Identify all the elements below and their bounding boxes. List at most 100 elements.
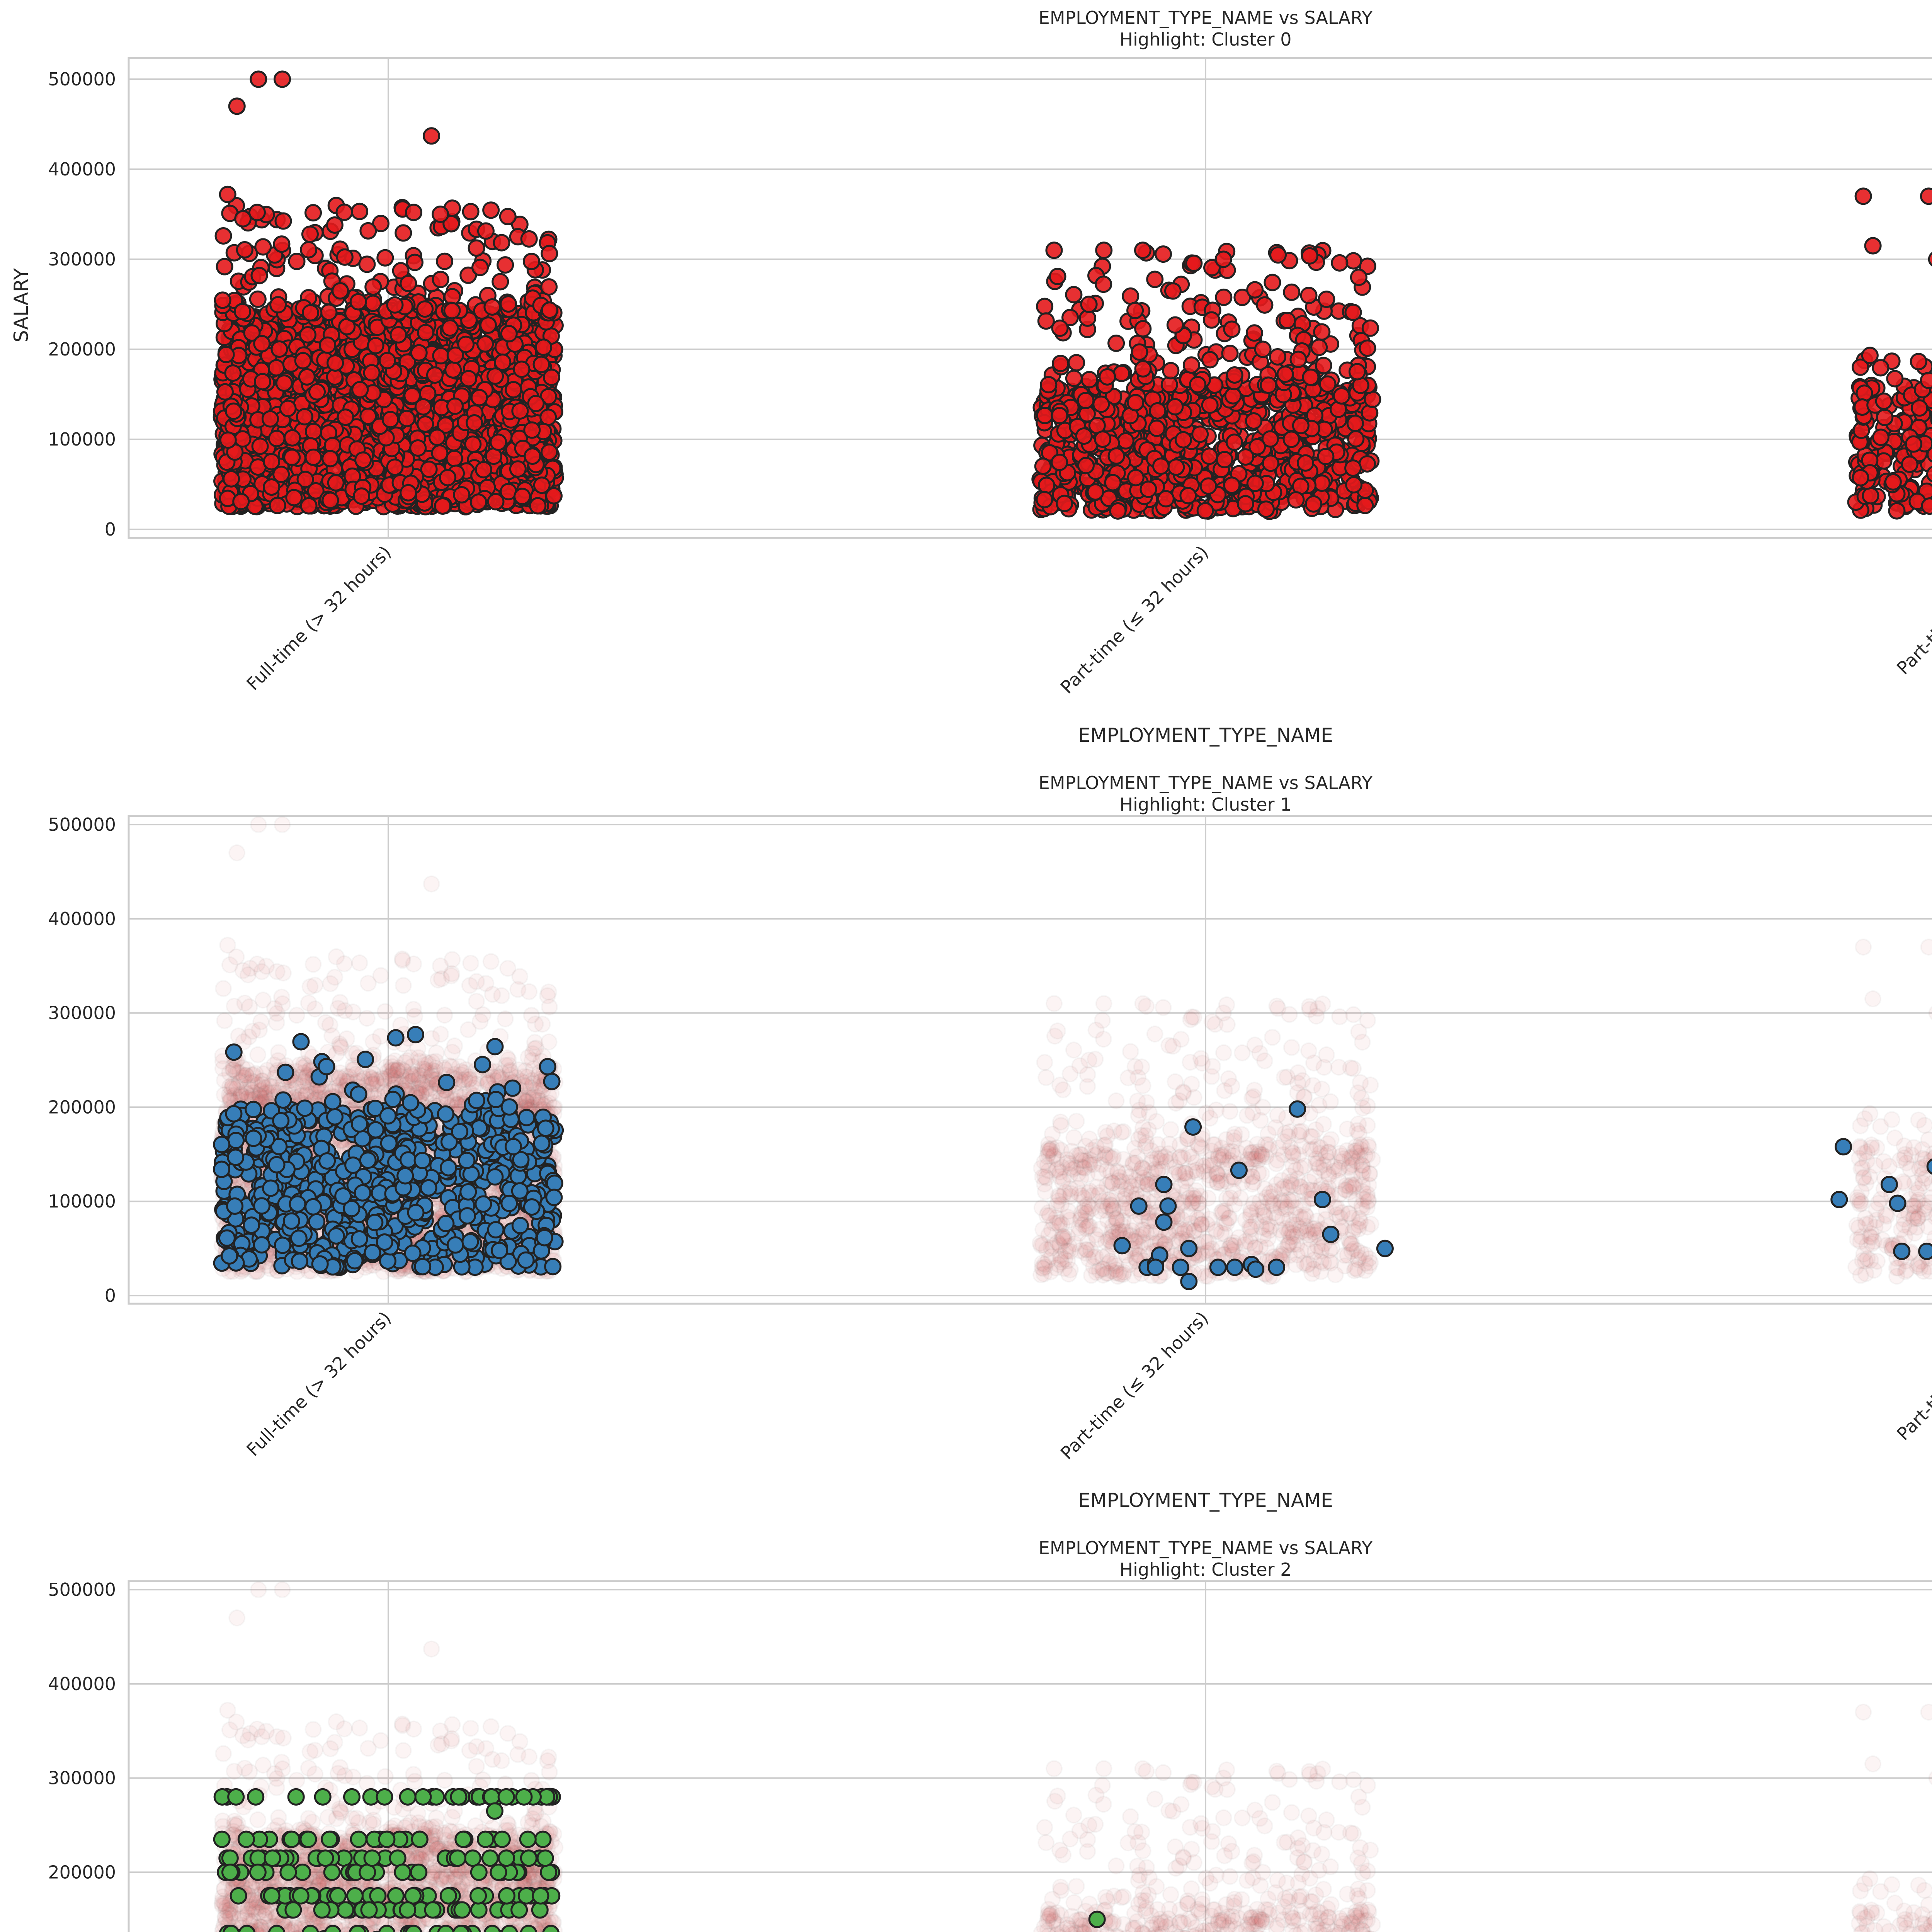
data-point xyxy=(1319,292,1334,307)
data-point xyxy=(220,432,236,448)
data-point xyxy=(327,217,342,233)
data-point xyxy=(303,305,318,321)
points xyxy=(214,817,1932,1289)
x-tick-label: Part-time (≤ 32 hours) xyxy=(1056,542,1213,698)
data-point xyxy=(364,365,379,381)
data-point xyxy=(417,301,433,317)
data-point xyxy=(1123,288,1138,304)
y-tick-label: 300000 xyxy=(48,1003,116,1024)
data-point xyxy=(1190,377,1206,393)
y-tick-label: 500000 xyxy=(48,69,116,90)
data-point xyxy=(498,257,513,273)
data-point xyxy=(530,498,546,514)
data-point xyxy=(235,304,250,319)
data-point xyxy=(1094,396,1109,412)
data-point xyxy=(321,304,337,320)
data-point xyxy=(524,254,539,269)
x-tick-label: Full-time (> 32 hours) xyxy=(242,542,395,695)
data-point xyxy=(501,296,516,312)
data-point xyxy=(352,204,367,219)
data-point xyxy=(514,489,530,504)
data-point xyxy=(510,461,526,477)
y-axis-label: SALARY xyxy=(10,268,32,342)
data-point xyxy=(1147,272,1163,287)
data-point xyxy=(274,236,289,252)
data-point xyxy=(541,410,556,425)
data-point xyxy=(478,223,493,239)
data-point xyxy=(1227,435,1242,450)
data-point xyxy=(223,471,239,486)
data-point xyxy=(1050,269,1065,284)
data-point xyxy=(1265,275,1280,290)
data-point xyxy=(1255,342,1270,357)
data-point xyxy=(1100,369,1115,384)
subplot-cluster-1: 0100000200000300000400000500000Full-time… xyxy=(48,772,1932,1512)
data-point xyxy=(251,71,266,87)
data-point xyxy=(1037,408,1053,423)
data-point xyxy=(1057,496,1072,511)
data-point xyxy=(494,235,509,250)
data-point xyxy=(435,498,451,514)
data-point xyxy=(1037,299,1053,314)
data-point xyxy=(1078,458,1094,473)
data-point xyxy=(1046,243,1062,258)
data-point xyxy=(1855,189,1871,204)
data-point xyxy=(1261,378,1276,393)
y-tick-label: 0 xyxy=(105,519,116,540)
data-point xyxy=(1885,474,1901,490)
data-point xyxy=(454,487,469,503)
data-point xyxy=(1921,189,1932,204)
data-point xyxy=(514,362,529,377)
data-point xyxy=(1039,478,1054,493)
data-point xyxy=(1306,496,1321,512)
data-point xyxy=(1284,284,1299,300)
data-point xyxy=(1929,252,1932,267)
data-point xyxy=(366,279,381,295)
data-point xyxy=(1167,399,1183,415)
data-point xyxy=(506,382,521,398)
data-point xyxy=(469,240,484,256)
data-point xyxy=(1202,449,1217,464)
data-point xyxy=(1284,432,1299,447)
data-point xyxy=(1109,335,1124,351)
data-point xyxy=(442,320,458,336)
data-point xyxy=(1168,459,1184,475)
data-point xyxy=(444,303,460,318)
data-point xyxy=(1351,270,1366,285)
data-point xyxy=(536,340,551,355)
y-tick-label: 500000 xyxy=(48,814,116,835)
data-point xyxy=(1149,420,1165,436)
data-point xyxy=(1128,470,1143,485)
data-point xyxy=(1128,303,1143,318)
data-point xyxy=(284,430,300,446)
data-point xyxy=(252,268,267,283)
data-point xyxy=(387,459,403,475)
data-point xyxy=(1348,431,1364,447)
data-point xyxy=(1862,348,1878,363)
data-point xyxy=(320,337,335,353)
data-point xyxy=(217,384,233,400)
data-point xyxy=(379,353,395,368)
data-point xyxy=(328,475,344,490)
data-point xyxy=(1347,416,1363,431)
data-point xyxy=(542,246,557,261)
data-point xyxy=(1175,432,1191,447)
data-point xyxy=(1853,470,1868,485)
data-point xyxy=(471,494,486,510)
data-point xyxy=(480,317,496,333)
data-point xyxy=(354,488,369,504)
data-point xyxy=(1293,418,1308,433)
data-point xyxy=(220,187,235,202)
data-point xyxy=(1109,448,1124,464)
data-point xyxy=(1912,400,1927,416)
data-point xyxy=(1222,345,1238,361)
data-point xyxy=(306,205,321,221)
data-point xyxy=(541,444,557,460)
data-point xyxy=(1216,252,1231,267)
data-point xyxy=(1066,287,1082,303)
data-point xyxy=(270,297,286,313)
data-point xyxy=(427,367,442,383)
data-point xyxy=(433,272,448,287)
data-point xyxy=(297,409,312,424)
subplot-title: EMPLOYMENT_TYPE_NAME vs SALARY xyxy=(1039,7,1373,28)
